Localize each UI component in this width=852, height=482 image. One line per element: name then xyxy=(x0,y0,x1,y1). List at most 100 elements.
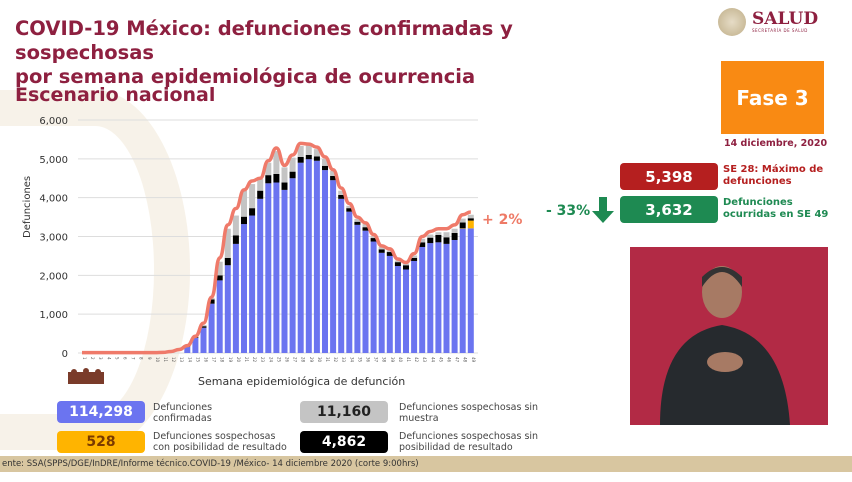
bar-sin_posibilidad xyxy=(338,194,345,199)
bar-confirmadas xyxy=(386,255,393,353)
x-tick-label: 15 xyxy=(195,357,200,363)
bar-sin_posibilidad xyxy=(216,275,223,281)
x-tick-label: 48 xyxy=(463,357,468,363)
bar-confirmadas xyxy=(273,182,280,353)
bar-confirmadas xyxy=(403,269,409,353)
change-percent: - 33% xyxy=(546,203,591,219)
bar-sin_muestra xyxy=(411,255,418,258)
bar-sin_muestra xyxy=(305,145,312,155)
bar-sin_muestra xyxy=(297,146,304,157)
x-tick-label: 45 xyxy=(438,357,443,363)
bar-sin_muestra xyxy=(273,151,280,174)
bar-sin_posibilidad xyxy=(427,237,434,244)
bar-confirmadas xyxy=(184,346,191,353)
legend-no-result-label: Defunciones sospechosas sin posibilidad … xyxy=(399,431,539,453)
x-tick-label: 36 xyxy=(366,357,371,363)
bar-sin_posibilidad xyxy=(451,233,458,240)
bar-sin_muestra xyxy=(378,246,385,250)
bar-con_posibilidad xyxy=(467,220,474,229)
x-tick-label: 32 xyxy=(333,357,338,363)
y-tick-label: 4,000 xyxy=(39,194,68,205)
x-tick-label: 43 xyxy=(422,357,427,363)
bar-sin_muestra xyxy=(313,149,320,157)
x-tick-label: 10 xyxy=(155,357,160,363)
bar-sin_posibilidad xyxy=(370,238,377,242)
bar-sin_posibilidad xyxy=(467,218,474,221)
bar-sin_muestra xyxy=(281,167,288,183)
bar-sin_posibilidad xyxy=(200,326,207,328)
bar-confirmadas xyxy=(427,243,434,353)
bar-sin_muestra xyxy=(249,184,256,209)
bar-sin_posibilidad xyxy=(273,173,280,183)
x-tick-label: 11 xyxy=(163,357,168,363)
legend-no-sample-value: 11,160 xyxy=(300,401,388,423)
bar-sin_muestra xyxy=(338,190,345,195)
bar-sin_posibilidad xyxy=(378,249,385,253)
bar-confirmadas xyxy=(313,160,320,353)
bar-sin_posibilidad xyxy=(208,299,215,304)
bar-confirmadas xyxy=(297,162,304,353)
bar-sin_muestra xyxy=(370,236,377,239)
bar-sin_posibilidad xyxy=(411,257,418,261)
x-tick-label: 37 xyxy=(374,357,379,363)
bar-confirmadas xyxy=(216,280,223,353)
y-tick-label: 2,000 xyxy=(39,271,68,282)
legend-confirmed-value: 114,298 xyxy=(57,401,145,423)
x-tick-label: 40 xyxy=(398,357,403,363)
bar-confirmadas xyxy=(338,198,345,353)
x-tick-label: 6 xyxy=(123,357,128,360)
x-tick-label: 46 xyxy=(447,357,452,363)
x-tick-label: 22 xyxy=(252,357,257,363)
bar-confirmadas xyxy=(192,337,199,353)
x-tick-label: 38 xyxy=(382,357,387,363)
x-tick-label: 33 xyxy=(341,357,346,363)
x-tick-label: 14 xyxy=(187,357,192,363)
y-tick-label: 1,000 xyxy=(39,310,68,321)
bar-sin_posibilidad xyxy=(443,237,450,244)
bar-sin_muestra xyxy=(362,224,369,228)
x-tick-label: 41 xyxy=(406,357,411,363)
bar-sin_posibilidad xyxy=(394,262,401,267)
bar-sin_posibilidad xyxy=(224,257,231,266)
x-tick-label: 34 xyxy=(349,357,354,363)
bar-sin_muestra xyxy=(216,261,223,276)
current-deaths-value: 3,632 xyxy=(620,196,718,223)
x-tick-label: 20 xyxy=(236,357,241,363)
bar-sin_posibilidad xyxy=(419,242,426,247)
x-tick-label: 18 xyxy=(220,357,225,363)
y-tick-label: 5,000 xyxy=(39,155,68,166)
bar-confirmadas xyxy=(249,215,256,353)
bar-confirmadas xyxy=(257,198,264,353)
x-tick-label: 2 xyxy=(90,357,95,360)
current-deaths-label: Defunciones ocurridas en SE 49 xyxy=(723,197,829,220)
arrow-down-icon xyxy=(592,197,614,223)
bar-sin_muestra xyxy=(403,263,409,266)
x-tick-label: 13 xyxy=(179,357,184,363)
bar-sin_muestra xyxy=(443,232,450,238)
bar-sin_posibilidad xyxy=(403,265,409,270)
bar-sin_muestra xyxy=(224,228,231,258)
bar-confirmadas xyxy=(330,180,337,353)
bar-sin_posibilidad xyxy=(346,208,353,212)
trend-line xyxy=(81,141,471,355)
x-tick-label: 44 xyxy=(430,357,435,363)
bar-confirmadas xyxy=(200,327,207,353)
x-tick-label: 35 xyxy=(357,357,362,363)
bar-sin_posibilidad xyxy=(305,154,312,160)
bar-confirmadas xyxy=(435,242,442,353)
legend-no-sample-label: Defunciones sospechosas sin muestra xyxy=(399,402,539,424)
x-tick-label: 27 xyxy=(293,357,298,363)
x-tick-label: 21 xyxy=(244,357,249,363)
salud-logo: SALUD SECRETARÍA DE SALUD xyxy=(718,8,838,36)
x-tick-label: 23 xyxy=(260,357,265,363)
bar-sin_muestra xyxy=(232,215,239,236)
x-tick-label: 17 xyxy=(212,357,217,363)
bar-sin_posibilidad xyxy=(330,175,337,181)
bar-sin_muestra xyxy=(346,205,353,209)
bar-sin_posibilidad xyxy=(265,175,272,184)
bar-sin_muestra xyxy=(289,157,296,172)
bar-sin_posibilidad xyxy=(241,216,247,225)
x-tick-label: 26 xyxy=(285,357,290,363)
x-tick-label: 3 xyxy=(98,357,103,360)
